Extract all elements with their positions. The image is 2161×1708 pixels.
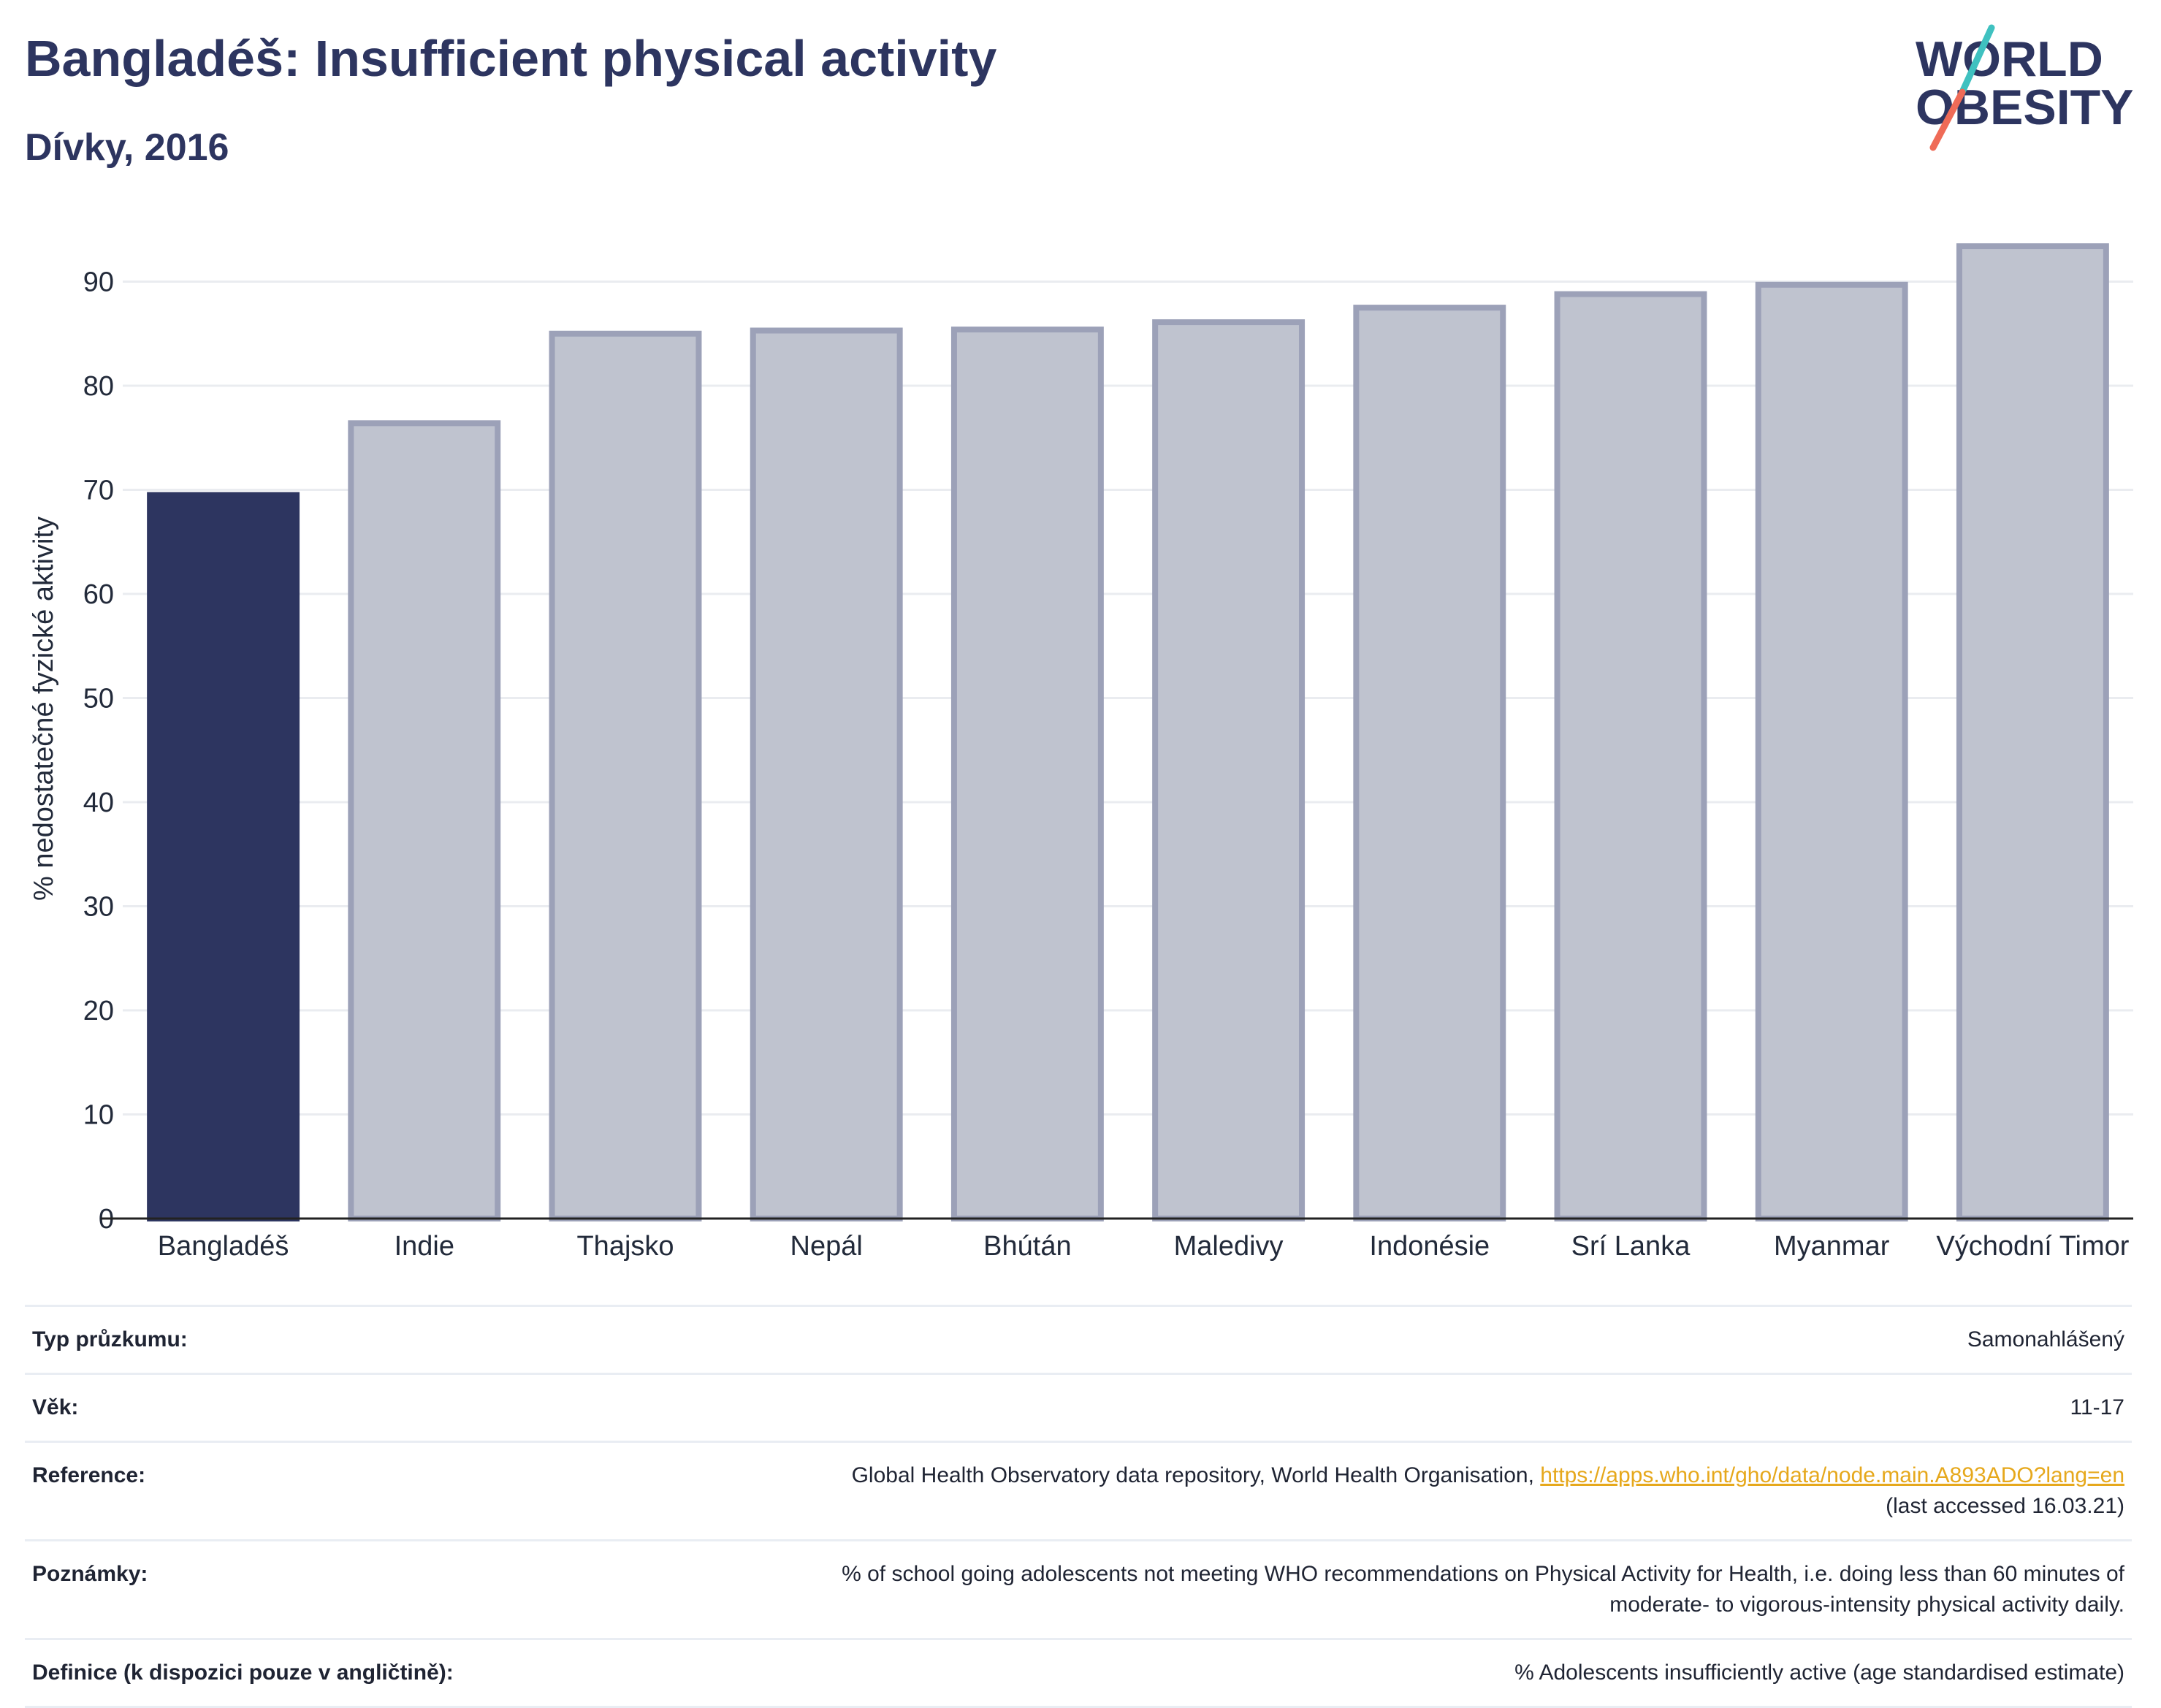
notes-line1: % of school going adolescents not meetin…: [842, 1562, 2124, 1586]
reference-value: Global Health Observatory data repositor…: [595, 1442, 2132, 1541]
bar-indie: [348, 420, 501, 1221]
bars: [147, 243, 2109, 1222]
survey-type-label: Typ průzkumu:: [32, 1327, 188, 1351]
info-row-definition: Definice (k dispozici pouze v angličtině…: [25, 1639, 2132, 1707]
logo-slash-bottom: [1929, 88, 1966, 151]
reference-label: Reference:: [32, 1463, 146, 1487]
y-tick-label: 70: [83, 476, 114, 506]
age-value: 11-17: [2070, 1395, 2124, 1419]
info-row-age: Věk: 11-17: [25, 1373, 2132, 1442]
bar-bhútán: [950, 327, 1104, 1221]
bar-nepál: [750, 327, 903, 1222]
notes-value: % of school going adolescents not meetin…: [595, 1541, 2132, 1639]
info-row-survey-type: Typ průzkumu: Samonahlášený: [25, 1305, 2132, 1374]
y-tick-label: 20: [83, 996, 114, 1026]
bar-myanmar: [1755, 281, 1908, 1221]
bar-maledivy: [1152, 319, 1306, 1222]
chart-title: Bangladéš: Insufficient physical activit…: [25, 30, 997, 87]
y-axis-label: % nedostatečné fyzické aktivity: [28, 516, 59, 901]
x-tick-label: Bangladéš: [158, 1231, 289, 1262]
reference-link[interactable]: https://apps.who.int/gho/data/node.main.…: [1540, 1463, 2124, 1487]
x-tick-label: Srí Lanka: [1571, 1231, 1691, 1262]
x-tick-label: Indie: [395, 1231, 454, 1262]
age-label: Věk:: [32, 1395, 79, 1419]
y-tick-label: 30: [83, 892, 114, 923]
bar-východní-timor: [1956, 243, 2109, 1221]
x-tick-label: Nepál: [790, 1231, 863, 1262]
definition-value: % Adolescents insufficiently active (age…: [1514, 1661, 2124, 1685]
survey-type-value: Samonahlášený: [1967, 1327, 2124, 1351]
x-tick-label: Myanmar: [1774, 1231, 1890, 1262]
logo-slash-top: [1959, 24, 1995, 96]
bar-bangladéš: [147, 492, 300, 1221]
y-tick-label: 90: [83, 267, 114, 298]
bar-indonésie: [1353, 305, 1506, 1221]
y-tick-label: 50: [83, 684, 114, 714]
reference-text: Global Health Observatory data repositor…: [851, 1463, 1541, 1487]
definition-label: Definice (k dispozici pouze v angličtině…: [32, 1661, 454, 1685]
x-tick-label: Thajsko: [576, 1231, 674, 1262]
y-tick-label: 40: [83, 788, 114, 818]
chart-subtitle: Dívky, 2016: [25, 126, 229, 169]
info-row-reference: Reference: Global Health Observatory dat…: [25, 1441, 2132, 1541]
x-tick-label: Indonésie: [1369, 1231, 1490, 1262]
y-tick-label: 10: [83, 1100, 114, 1131]
x-tick-label: Maledivy: [1174, 1231, 1284, 1262]
info-table: Typ průzkumu: Samonahlášený Věk: 11-17 R…: [25, 1305, 2132, 1708]
x-tick-label: Východní Timor: [1936, 1231, 2129, 1262]
notes-label: Poznámky:: [32, 1562, 148, 1586]
bar-thajsko: [549, 330, 702, 1221]
info-row-notes: Poznámky: % of school going adolescents …: [25, 1540, 2132, 1639]
reference-accessed: (last accessed 16.03.21): [1886, 1494, 2124, 1518]
bar-srí-lanka: [1554, 291, 1707, 1222]
world-obesity-logo: WORLD OBESITY: [1916, 24, 2134, 151]
notes-line2: moderate- to vigorous-intensity physical…: [1609, 1593, 2124, 1617]
y-tick-label: 80: [83, 371, 114, 402]
y-tick-label: 60: [83, 579, 114, 610]
x-tick-label: Bhútán: [983, 1231, 1071, 1262]
logo-line1: WORLD: [1916, 31, 2103, 87]
